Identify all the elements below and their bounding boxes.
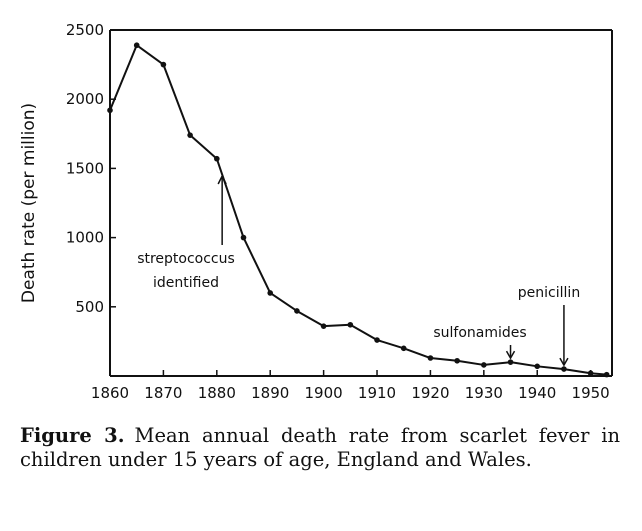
data-point xyxy=(507,359,514,365)
data-point xyxy=(187,132,193,138)
annotation-arrowhead xyxy=(559,357,569,367)
x-tick-label: 1860 xyxy=(91,384,129,402)
data-point xyxy=(374,337,380,343)
data-point xyxy=(534,363,541,370)
x-tick-label: 1920 xyxy=(411,384,449,402)
x-tick-label: 1910 xyxy=(358,384,396,402)
series-line xyxy=(109,44,607,376)
y-tick-label: 2000 xyxy=(66,90,104,108)
caption-text: Mean annual death rate from scarlet feve… xyxy=(20,424,620,471)
data-point xyxy=(267,290,274,296)
series-group xyxy=(107,42,610,378)
annotation-label: identified xyxy=(153,275,219,291)
data-point xyxy=(240,234,247,241)
data-point xyxy=(427,355,434,361)
annotation-arrowhead xyxy=(217,174,227,185)
x-tick-label: 1940 xyxy=(518,384,556,402)
data-point xyxy=(400,345,407,352)
plot-frame xyxy=(109,29,613,377)
x-tick-label: 1880 xyxy=(198,384,236,402)
annotation-arrowhead xyxy=(505,350,516,360)
y-tick-label: 2500 xyxy=(66,21,104,39)
x-tick-label: 1900 xyxy=(305,384,343,402)
y-axis-ticks: 500 1000 1500 2000 2500 xyxy=(66,21,116,316)
y-tick-label: 500 xyxy=(75,298,104,316)
data-point xyxy=(603,371,610,378)
data-point xyxy=(481,362,487,368)
annotation-label: streptococcus xyxy=(137,251,235,267)
data-point xyxy=(214,155,220,162)
chart: 500 1000 1500 2000 2500 1860 1870 1880 1890 1900… xyxy=(19,21,613,402)
annotation-label: sulfonamides xyxy=(433,325,526,341)
figure-caption: Figure 3. Mean annual death rate from sca… xyxy=(20,424,620,472)
data-point xyxy=(561,366,567,372)
annotation-label: penicillin xyxy=(518,285,580,301)
x-tick-label: 1870 xyxy=(144,384,182,402)
x-tick-label: 1930 xyxy=(465,384,503,402)
data-point xyxy=(320,323,327,329)
y-tick-label: 1000 xyxy=(66,229,104,247)
data-point xyxy=(160,61,167,68)
data-point xyxy=(454,357,460,364)
annotations: streptococcus identified sulfonamides penic… xyxy=(137,174,580,367)
x-tick-label: 1890 xyxy=(251,384,289,402)
y-axis-title: Death rate (per million) xyxy=(19,103,39,303)
y-tick-label: 1500 xyxy=(66,159,104,177)
data-point xyxy=(294,308,300,314)
x-tick-label: 1950 xyxy=(572,384,610,402)
caption-label: Figure 3. xyxy=(20,424,125,447)
data-point xyxy=(133,42,140,49)
x-axis-ticks: 1860 1870 1880 1890 1900 1910 1920 1930 1940 1950 xyxy=(91,370,610,402)
data-point xyxy=(587,370,594,377)
data-point xyxy=(107,107,113,114)
data-point xyxy=(347,321,354,328)
